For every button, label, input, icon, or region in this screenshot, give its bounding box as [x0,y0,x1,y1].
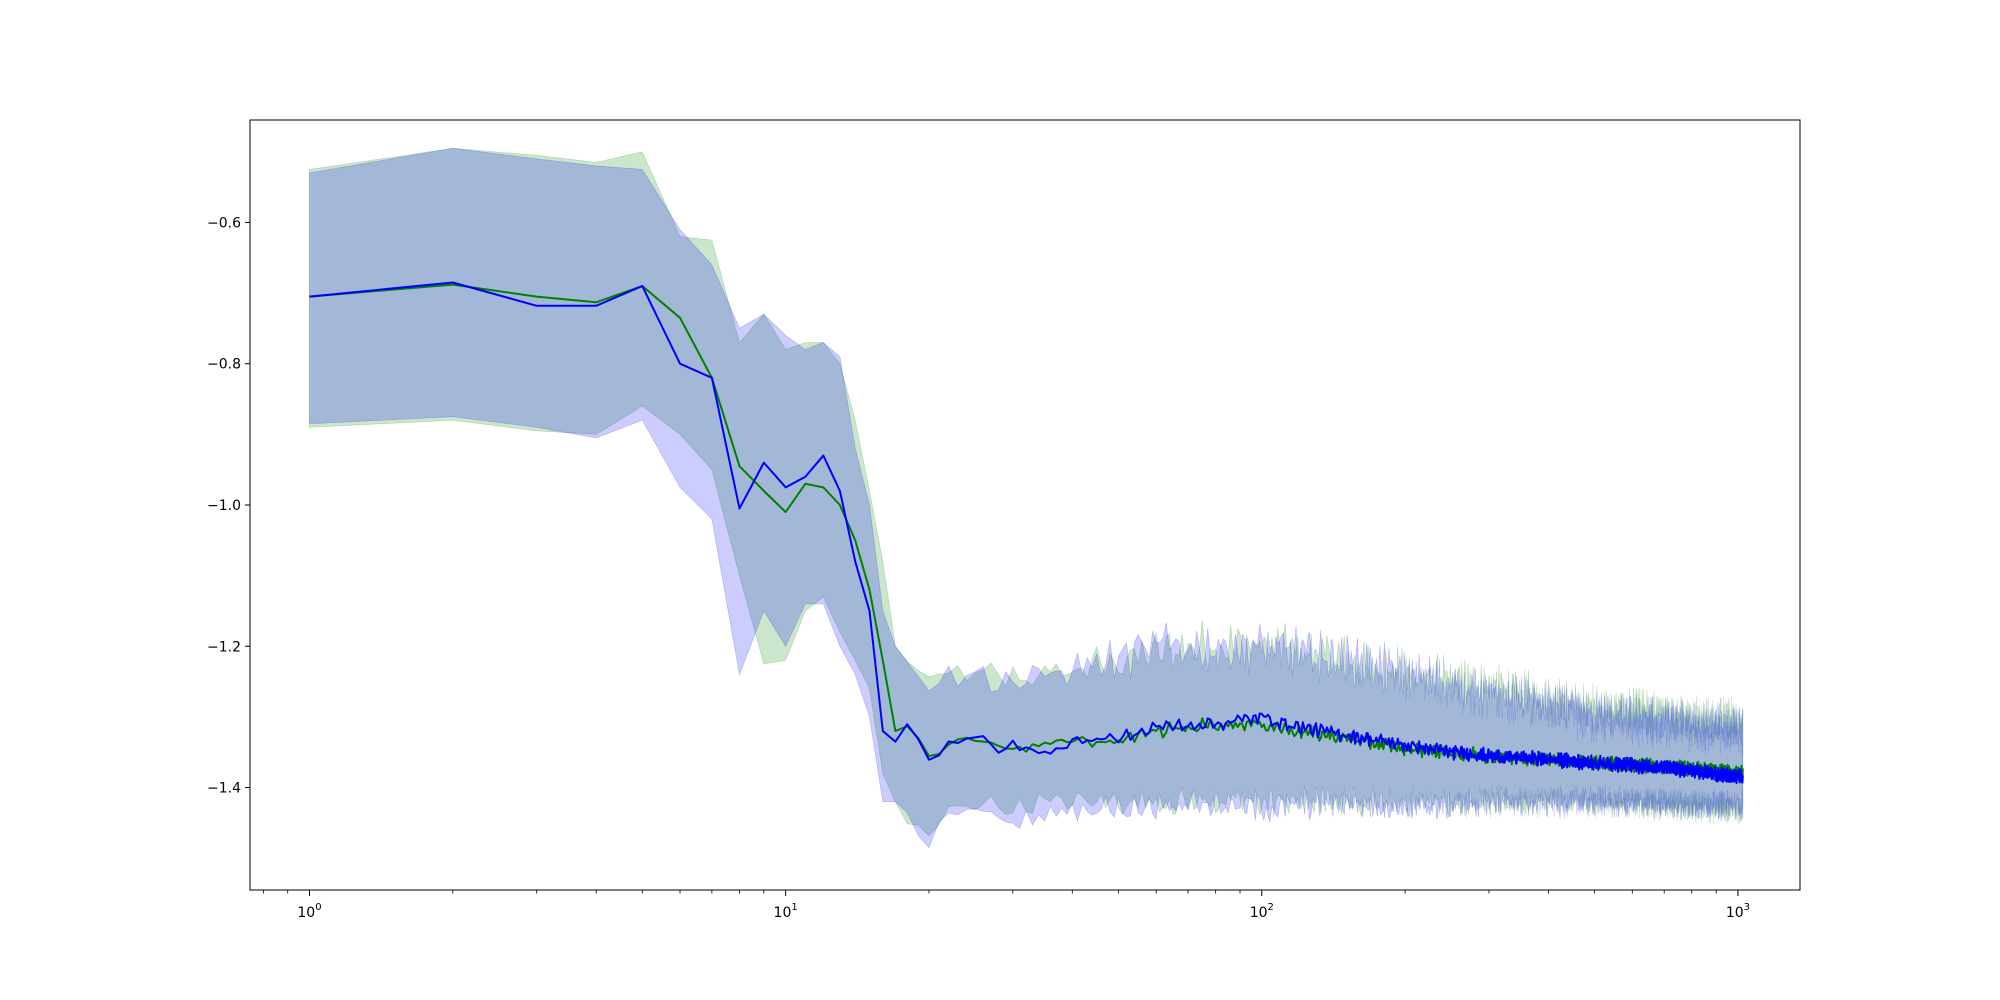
x-tick-label: 102 [1250,902,1274,921]
y-tick-label: −0.8 [207,357,241,373]
y-axis: −0.6 −0.8 −1.0 −1.2 −1.4 [207,215,250,797]
x-axis: 100 101 102 103 [262,890,1750,921]
y-tick-label: −1.4 [207,781,241,797]
series-lines [309,281,1744,785]
confidence-bands [309,147,1744,849]
y-tick-label: −1.2 [207,639,241,655]
y-tick-label: −1.0 [207,498,241,514]
x-tick-label: 103 [1726,902,1750,921]
confidence-band-1 [309,147,1744,849]
series-line-1 [309,281,1744,785]
confidence-band-0 [309,147,1744,837]
x-tick-label: 100 [297,902,321,921]
x-tick-label: 101 [774,902,798,921]
y-tick-label: −0.6 [207,215,241,231]
